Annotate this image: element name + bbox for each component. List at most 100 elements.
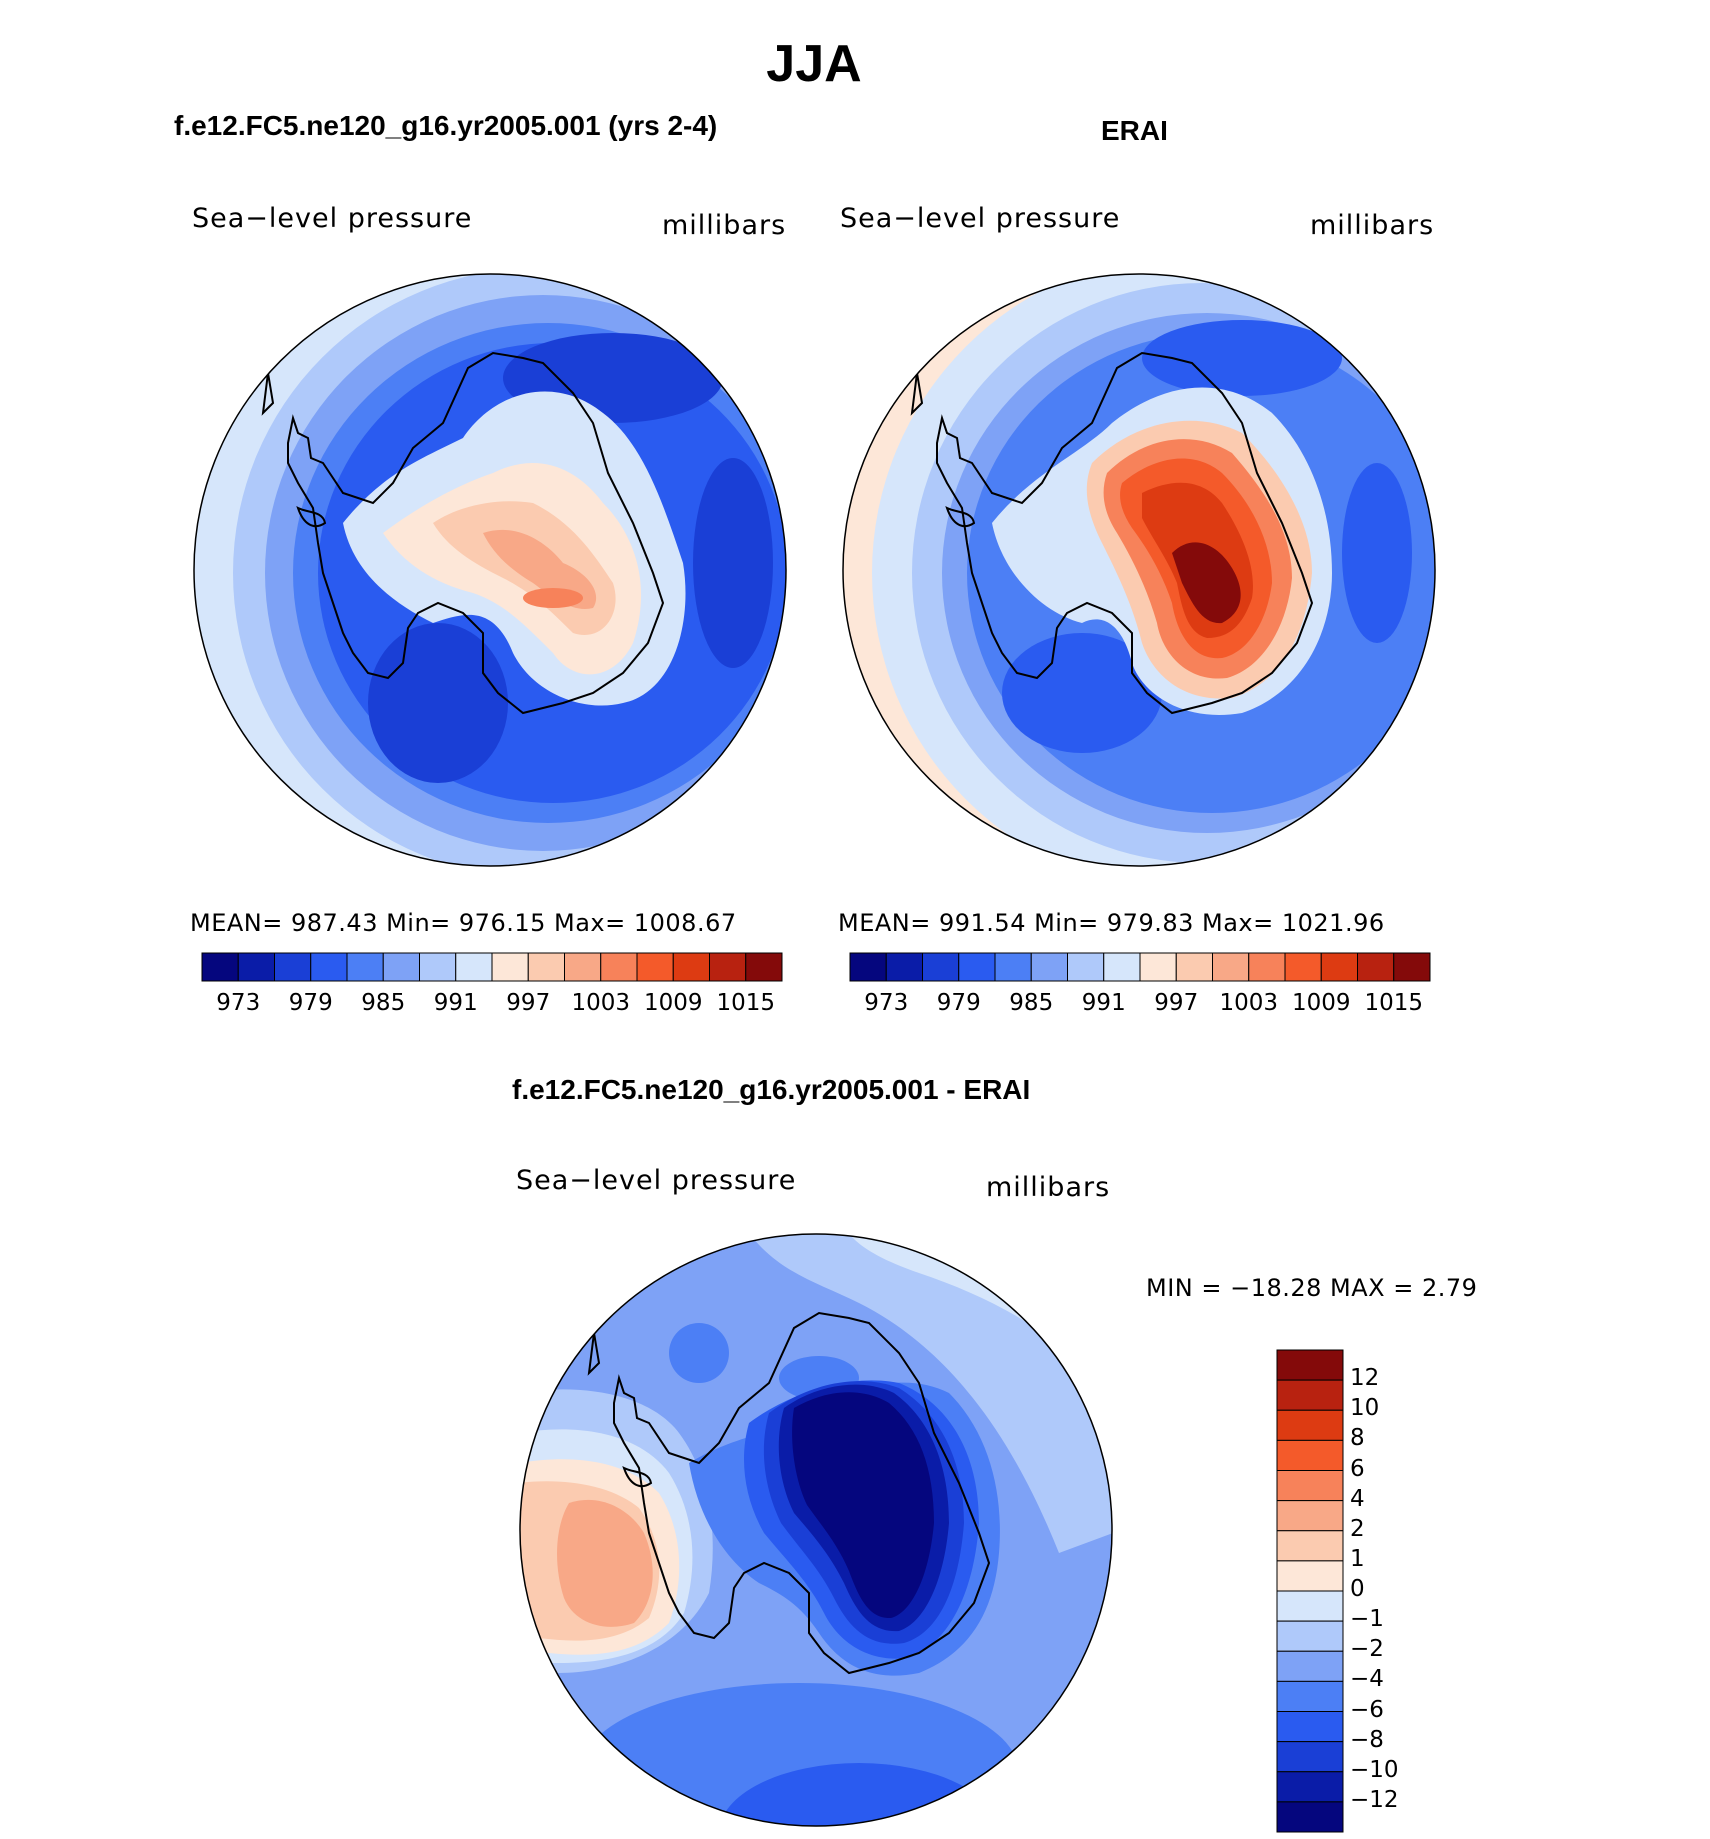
colorbar-swatch — [1276, 1379, 1344, 1411]
panel-1-variable: Sea−level pressure — [192, 203, 473, 234]
colorbar-swatch — [1276, 1439, 1344, 1471]
colorbar-swatch — [1276, 1741, 1344, 1773]
colorbar-swatch — [1276, 1711, 1344, 1743]
colorbar-swatch — [1393, 952, 1431, 982]
colorbar-tick-label: 985 — [361, 990, 406, 1016]
panel-2-title: ERAI — [1101, 115, 1168, 146]
colorbar-tick-label: −10 — [1350, 1756, 1399, 1783]
colorbar-swatch — [1276, 1409, 1344, 1441]
colorbar-swatch — [1320, 952, 1358, 982]
colorbar-swatch — [600, 952, 638, 982]
colorbar-swatch — [1276, 1470, 1344, 1502]
panel-1-colorbar-ticks: 973 979 985 991 997 1003 1009 1015 — [202, 990, 782, 1020]
colorbar-swatch — [672, 952, 710, 982]
colorbar-swatch — [1030, 952, 1068, 982]
colorbar-tick-label: 997 — [1154, 990, 1199, 1016]
diff-panel-variable: Sea−level pressure — [516, 1165, 797, 1196]
colorbar-tick-label: 2 — [1350, 1515, 1365, 1542]
colorbar-swatch — [1276, 1590, 1344, 1622]
colorbar-tick-label: −8 — [1350, 1726, 1384, 1753]
colorbar-tick-label: −4 — [1350, 1666, 1384, 1693]
colorbar-tick-label: 4 — [1350, 1485, 1365, 1512]
panel-2-units: millibars — [1310, 210, 1435, 241]
panel-1-polar-map — [193, 273, 787, 867]
colorbar-swatch — [1284, 952, 1322, 982]
colorbar-tick-label: 985 — [1009, 990, 1054, 1016]
panel-2-colorbar — [849, 952, 1431, 982]
colorbar-swatch — [1212, 952, 1250, 982]
colorbar-swatch — [491, 952, 529, 982]
colorbar-swatch — [419, 952, 457, 982]
colorbar-swatch — [527, 952, 565, 982]
colorbar-swatch — [1276, 1801, 1344, 1833]
panel-2-stats: MEAN= 991.54 Min= 979.83 Max= 1021.96 — [838, 909, 1385, 937]
diff-panel-units: millibars — [986, 1172, 1111, 1203]
colorbar-swatch — [922, 952, 960, 982]
colorbar-tick-label: 997 — [506, 990, 551, 1016]
colorbar-tick-label: 1009 — [643, 990, 703, 1016]
colorbar-swatch — [1276, 1500, 1344, 1532]
colorbar-tick-label: −6 — [1350, 1696, 1384, 1723]
colorbar-swatch — [382, 952, 420, 982]
colorbar-swatch — [636, 952, 674, 982]
colorbar-swatch — [1276, 1620, 1344, 1652]
colorbar-swatch — [564, 952, 602, 982]
colorbar-tick-label: 991 — [433, 990, 478, 1016]
colorbar-tick-label: 1 — [1350, 1545, 1365, 1572]
colorbar-tick-label: 8 — [1350, 1425, 1365, 1452]
colorbar-swatch — [1276, 1560, 1344, 1592]
panel-1-colorbar — [201, 952, 783, 982]
colorbar-swatch — [1139, 952, 1177, 982]
colorbar-swatch — [310, 952, 348, 982]
colorbar-swatch — [958, 952, 996, 982]
colorbar-tick-label: 973 — [216, 990, 261, 1016]
colorbar-tick-label: 1009 — [1291, 990, 1351, 1016]
colorbar-swatch — [346, 952, 384, 982]
colorbar-swatch — [885, 952, 923, 982]
colorbar-swatch — [1357, 952, 1395, 982]
colorbar-tick-label: 991 — [1081, 990, 1126, 1016]
colorbar-tick-label: −12 — [1350, 1786, 1399, 1813]
colorbar-swatch — [709, 952, 747, 982]
panel-2-polar-map — [842, 273, 1436, 867]
diff-panel-title: f.e12.FC5.ne120_g16.yr2005.001 - ERAI — [512, 1074, 1031, 1105]
colorbar-swatch — [1248, 952, 1286, 982]
colorbar-tick-label: −2 — [1350, 1636, 1384, 1663]
colorbar-tick-label: 979 — [288, 990, 333, 1016]
colorbar-tick-label: 1003 — [1219, 990, 1279, 1016]
colorbar-tick-label: 1015 — [1364, 990, 1424, 1016]
colorbar-swatch — [1276, 1650, 1344, 1682]
colorbar-swatch — [1103, 952, 1141, 982]
colorbar-tick-label: 979 — [936, 990, 981, 1016]
colorbar-tick-label: 973 — [864, 990, 909, 1016]
colorbar-swatch — [1175, 952, 1213, 982]
colorbar-tick-label: −1 — [1350, 1606, 1384, 1633]
colorbar-swatch — [745, 952, 783, 982]
colorbar-swatch — [455, 952, 493, 982]
panel-1-stats: MEAN= 987.43 Min= 976.15 Max= 1008.67 — [190, 909, 737, 937]
diff-panel-polar-map — [519, 1233, 1113, 1827]
colorbar-swatch — [1276, 1530, 1344, 1562]
panel-1-title: f.e12.FC5.ne120_g16.yr2005.001 (yrs 2-4) — [174, 110, 718, 141]
colorbar-swatch — [201, 952, 239, 982]
colorbar-tick-label: 1015 — [716, 990, 776, 1016]
colorbar-tick-label: 1003 — [571, 990, 631, 1016]
panel-2-variable: Sea−level pressure — [840, 203, 1121, 234]
colorbar-swatch — [1276, 1680, 1344, 1712]
figure-title: JJA — [766, 35, 862, 93]
panel-1-units: millibars — [662, 210, 787, 241]
colorbar-swatch — [1276, 1349, 1344, 1381]
colorbar-tick-label: 6 — [1350, 1455, 1365, 1482]
colorbar-swatch — [994, 952, 1032, 982]
colorbar-swatch — [849, 952, 887, 982]
diff-panel-minmax: MIN = −18.28 MAX = 2.79 — [1146, 1274, 1478, 1302]
colorbar-swatch — [1276, 1771, 1344, 1803]
colorbar-swatch — [237, 952, 275, 982]
diff-panel-colorbar-ticks: 12 10 8 6 4 2 1 0 −1 −2 −4 −6 −8 −10 −12 — [1350, 1349, 1430, 1833]
diff-panel-colorbar — [1276, 1349, 1344, 1833]
colorbar-tick-label: 0 — [1350, 1576, 1365, 1602]
colorbar-swatch — [274, 952, 312, 982]
panel-2-colorbar-ticks: 973 979 985 991 997 1003 1009 1015 — [850, 990, 1430, 1020]
colorbar-swatch — [1067, 952, 1105, 982]
colorbar-tick-label: 12 — [1350, 1365, 1380, 1392]
